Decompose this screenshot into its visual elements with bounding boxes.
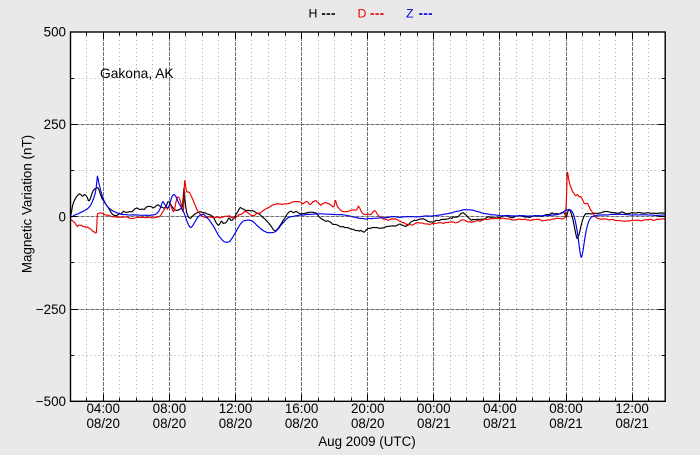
svg-text:08/20: 08/20 — [153, 416, 187, 431]
svg-text:12:00: 12:00 — [219, 401, 253, 416]
svg-text:−250: −250 — [36, 302, 66, 317]
svg-text:08/21: 08/21 — [417, 416, 451, 431]
svg-text:08/20: 08/20 — [219, 416, 253, 431]
svg-text:250: 250 — [44, 117, 66, 132]
svg-text:08/21: 08/21 — [483, 416, 517, 431]
svg-text:Aug 2009 (UTC): Aug 2009 (UTC) — [318, 434, 416, 449]
svg-text:04:00: 04:00 — [86, 401, 120, 416]
svg-text:−500: −500 — [36, 394, 66, 409]
svg-text:08/21: 08/21 — [549, 416, 583, 431]
svg-text:08/20: 08/20 — [351, 416, 385, 431]
svg-text:08:00: 08:00 — [549, 401, 583, 416]
svg-text:04:00: 04:00 — [483, 401, 517, 416]
svg-text:0: 0 — [59, 209, 66, 224]
svg-text:Gakona, AK: Gakona, AK — [100, 66, 174, 81]
svg-text:Z: Z — [406, 7, 414, 21]
svg-text:08/20: 08/20 — [285, 416, 319, 431]
svg-text:08/20: 08/20 — [86, 416, 120, 431]
svg-text:08/21: 08/21 — [615, 416, 649, 431]
svg-text:500: 500 — [44, 25, 66, 40]
svg-text:08:00: 08:00 — [153, 401, 187, 416]
svg-text:16:00: 16:00 — [285, 401, 319, 416]
svg-text:00:00: 00:00 — [417, 401, 451, 416]
svg-text:Magnetic Variation (nT): Magnetic Variation (nT) — [20, 135, 35, 273]
svg-text:12:00: 12:00 — [615, 401, 649, 416]
svg-text:H: H — [309, 7, 318, 21]
svg-text:D: D — [358, 7, 367, 21]
svg-text:20:00: 20:00 — [351, 401, 385, 416]
